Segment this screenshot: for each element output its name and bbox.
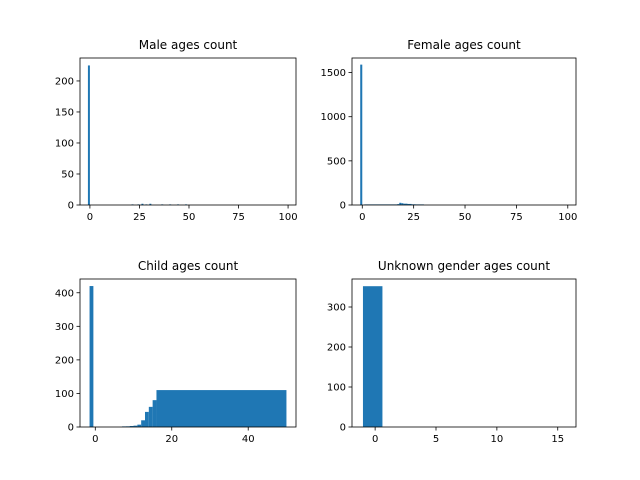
y-tick-label: 300 [327, 303, 346, 314]
x-tick-label: 0 [92, 434, 98, 445]
chart-male-ages: 0 25 50 75 100 0 50 100 150 200 Male ages count [55, 38, 298, 223]
y-tick-label: 0 [68, 423, 74, 434]
chart-title: Male ages count [139, 38, 238, 52]
x-tick-label: 50 [183, 212, 196, 223]
histogram-bar [137, 424, 142, 427]
y-tick-label: 300 [55, 322, 74, 333]
x-tick-label: 25 [133, 212, 146, 223]
y-tick-label: 200 [327, 343, 346, 354]
histogram-bar [144, 411, 149, 427]
y-tick-label: 0 [340, 201, 346, 212]
x-tick-label: 10 [491, 434, 504, 445]
histogram-bar [401, 203, 404, 205]
histogram-bar [148, 406, 153, 427]
axes-frame [351, 57, 577, 206]
histogram-bar [362, 286, 383, 427]
histogram-bar [89, 286, 94, 427]
x-tick-label: 0 [372, 434, 378, 445]
histogram-bar [133, 425, 138, 427]
x-tick-label: 100 [279, 212, 298, 223]
x-tick-label: 25 [407, 212, 420, 223]
histogram-bar [141, 420, 145, 427]
chart-unknown-gender-ages: 0 5 10 15 0 100 200 300 Unknown gender ages coun… [327, 259, 577, 445]
axes-frame [351, 278, 577, 428]
histogram-bar [141, 203, 144, 205]
x-tick-label: 50 [459, 212, 472, 223]
histogram-bar [403, 203, 408, 205]
x-tick-label: 15 [551, 434, 564, 445]
y-tick-label: 400 [55, 288, 74, 299]
axes-frame [79, 278, 297, 428]
chart-title: Unknown gender ages count [378, 259, 550, 273]
y-tick-label: 200 [55, 355, 74, 366]
histogram-bar [397, 204, 400, 205]
x-tick-label: 5 [433, 434, 439, 445]
chart-title: Female ages count [407, 38, 521, 52]
axes-frame [79, 57, 297, 206]
histogram-bar [156, 390, 287, 427]
x-tick-label: 20 [165, 434, 178, 445]
y-tick-label: 0 [68, 201, 74, 212]
y-tick-label: 1000 [321, 112, 346, 123]
histogram-bar [152, 400, 157, 427]
x-tick-label: 0 [359, 212, 365, 223]
y-tick-label: 50 [61, 169, 74, 180]
y-tick-label: 100 [55, 138, 74, 149]
chart-title: Child ages count [138, 259, 239, 273]
y-tick-label: 100 [327, 383, 346, 394]
x-tick-label: 100 [558, 212, 577, 223]
y-tick-label: 0 [340, 423, 346, 434]
x-tick-label: 40 [242, 434, 255, 445]
x-tick-label: 75 [232, 212, 245, 223]
x-tick-label: 0 [87, 212, 93, 223]
y-tick-label: 100 [55, 389, 74, 400]
histogram-bar [149, 203, 152, 205]
histogram-bar [360, 64, 363, 206]
x-tick-label: 75 [510, 212, 523, 223]
y-tick-label: 500 [327, 156, 346, 167]
histogram-bar [129, 425, 134, 427]
y-tick-label: 1500 [321, 68, 346, 79]
histogram-bar [407, 203, 412, 205]
y-tick-label: 200 [55, 76, 74, 87]
y-tick-label: 150 [55, 107, 74, 118]
histogram-bar [399, 202, 402, 205]
histogram-bar [87, 65, 90, 205]
